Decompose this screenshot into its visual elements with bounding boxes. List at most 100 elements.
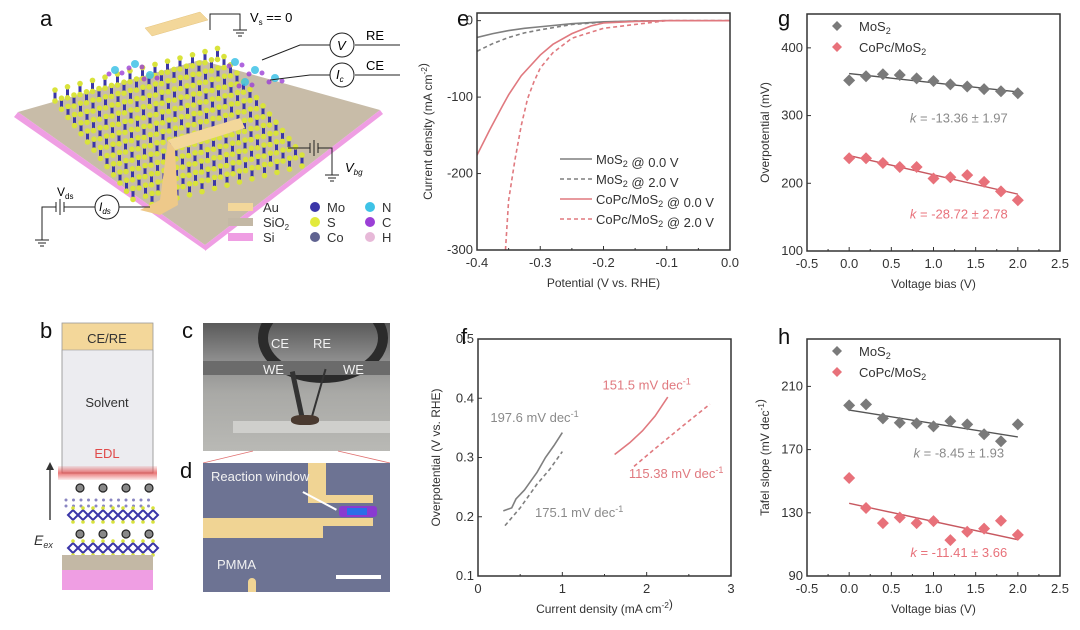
- legend-label-au: Au: [263, 200, 279, 215]
- data-point-h-1: [876, 517, 889, 530]
- data-point-g-0: [860, 70, 873, 83]
- legend-marker-g-0: [832, 21, 842, 31]
- data-point-g-0: [927, 75, 940, 88]
- solvent-text: Solvent: [85, 395, 129, 410]
- sio2-layer: [62, 555, 153, 570]
- data-point-g-0: [1011, 87, 1024, 100]
- legend-atom-label-mo: Mo: [327, 200, 345, 215]
- data-point-h-1: [944, 534, 957, 547]
- x-tick-label-g: 0.0: [840, 256, 858, 271]
- pmma-label: PMMA: [217, 557, 256, 572]
- legend-swatch-sio: [228, 218, 253, 226]
- chart-e: -0.4 -0.3 -0.2 -0.1 0.0 0 -100 -200 -300 Potentia…: [416, 12, 739, 290]
- legend-atom-label-co: Co: [327, 230, 344, 245]
- legend-label-h-0: MoS2: [859, 344, 891, 361]
- edl-text: EDL: [94, 446, 119, 461]
- legend-atom-n: [365, 202, 375, 212]
- y-axis-label-g: Overpotential (mV): [758, 82, 772, 183]
- field-label: Eex: [34, 532, 53, 550]
- ion-icon: [75, 529, 85, 539]
- slope-annotation-h-0: k = -8.45 ± 1.93: [913, 446, 1004, 461]
- x-axis-label-f: Current density (mA cm-2): [536, 597, 673, 616]
- data-point-g-1: [893, 161, 906, 174]
- reaction-window-label: Reaction window: [211, 469, 310, 484]
- data-point-h-1: [910, 517, 923, 530]
- x-tick-label-g: 2.0: [1009, 256, 1027, 271]
- tafel-annotation-0: 197.6 mV dec-1: [490, 409, 578, 425]
- slope-annotation-g-1: k = -28.72 ± 2.78: [910, 206, 1008, 221]
- data-point-g-0: [843, 74, 856, 87]
- legend-label-g-1: CoPc/MoS2: [859, 40, 926, 57]
- ion-icon: [121, 529, 131, 539]
- si-layer-right: [205, 110, 383, 251]
- droplet: [291, 415, 319, 425]
- edl-glow: [58, 466, 157, 480]
- data-point-h-1: [927, 515, 940, 528]
- y-tick-label-f: 0.2: [456, 509, 474, 524]
- y-tick-label-e: -200: [447, 166, 473, 181]
- data-point-h-0: [860, 398, 873, 411]
- plot-area-e: [477, 19, 730, 250]
- legend-swatch-si: [228, 233, 253, 241]
- data-point-g-1: [978, 175, 991, 188]
- legend-atom-label-h: H: [382, 230, 391, 245]
- data-point-h-1: [994, 514, 1007, 527]
- x-axis-label-g: Voltage bias (V): [891, 277, 976, 291]
- y-tick-label-e: 0: [466, 13, 473, 28]
- ce-label: CE: [366, 58, 384, 73]
- x-axis-label-h: Voltage bias (V): [891, 602, 976, 616]
- zoom-indicator-lines: [203, 450, 390, 464]
- x-tick-label-h: 0.5: [882, 581, 900, 596]
- y-tick-label-h: 170: [781, 442, 803, 457]
- x-tick-label-h: -0.5: [796, 581, 818, 596]
- tafel-annotation-3: 115.38 mV dec-1: [629, 465, 724, 481]
- photo-tag-we-left: WE: [263, 362, 284, 377]
- voltmeter-icon: [329, 32, 355, 58]
- x-tick-label-f: 2: [643, 581, 650, 596]
- y-tick-label-g: 100: [781, 243, 803, 258]
- data-point-g-1: [1011, 194, 1024, 207]
- x-tick-label-e: 0.0: [721, 255, 739, 270]
- chart-f: 0 1 2 3 0.1 0.2 0.3 0.4 0.5 Current density (mA c…: [429, 331, 735, 616]
- data-point-h-1: [1011, 528, 1024, 541]
- data-point-h-0: [927, 420, 940, 433]
- edl-schematic: CE/RE Solvent EDL Eex: [34, 322, 160, 590]
- x-tick-label-h: 2.0: [1009, 581, 1027, 596]
- vs-label: Vs == 0: [250, 10, 292, 27]
- vds-label: Vds: [57, 185, 73, 201]
- vbg-label: Vbg: [345, 160, 363, 177]
- chart-h: -0.5 0.0 0.5 1.0 1.5 2.0 2.5 90 130 170 210 Voltage…: [753, 338, 1069, 616]
- y-axis-label-f: Overpotential (V vs. RHE): [429, 388, 443, 526]
- optical-micrograph: Reaction window PMMA: [203, 463, 390, 592]
- plot-frame-g: [806, 13, 1061, 252]
- y-tick-label-e: -100: [447, 89, 473, 104]
- panel-label-b: b: [40, 318, 53, 343]
- series-line-e-1: [477, 19, 730, 52]
- drain-electrode-top: [168, 118, 245, 150]
- si-layer: [62, 570, 153, 590]
- data-point-h-0: [843, 399, 856, 412]
- data-point-h-0: [893, 416, 906, 429]
- y-tick-label-h: 90: [789, 568, 803, 583]
- legend-label-e-1: MoS2 @ 2.0 V: [596, 172, 679, 190]
- panel-label-e: e: [457, 6, 470, 31]
- x-tick-label-g: 2.5: [1051, 256, 1069, 271]
- data-point-g-1: [994, 185, 1007, 198]
- y-tick-label-f: 0.4: [456, 390, 474, 405]
- chart-g: -0.5 0.0 0.5 1.0 1.5 2.0 2.5 100 200 300 400 Voltag…: [758, 13, 1069, 291]
- ammeter-ids-icon: [94, 194, 120, 220]
- y-tick-label-h: 210: [781, 378, 803, 393]
- legend-label-g-0: MoS2: [859, 19, 891, 36]
- legend-atom-label-n: N: [382, 200, 391, 215]
- solvent-region: [61, 349, 154, 474]
- legend-atom-label-s: S: [327, 215, 336, 230]
- x-tick-label-g: 1.0: [924, 256, 942, 271]
- setup-photo: CE RE WE WE: [203, 323, 390, 451]
- legend-label-e-2: CoPc/MoS2 @ 0.0 V: [596, 192, 714, 210]
- ce-re-text: CE/RE: [87, 331, 127, 346]
- ion-icon: [75, 483, 85, 493]
- legend-atom-c: [365, 217, 375, 227]
